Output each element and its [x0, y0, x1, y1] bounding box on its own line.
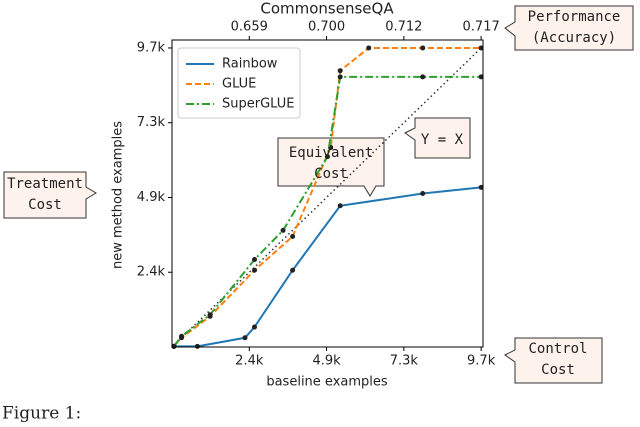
x-axis-label: baseline examples: [266, 375, 388, 390]
point: [252, 257, 258, 263]
point: [171, 343, 177, 349]
annotation: Control: [528, 341, 587, 357]
legend-label: GLUE: [222, 77, 256, 92]
point: [478, 184, 484, 190]
top-tick-label: 0.700: [308, 20, 345, 35]
annotation: Cost: [541, 362, 575, 378]
x-tick-label: 7.3k: [390, 354, 419, 369]
point: [207, 312, 213, 318]
caption: Figure 1:: [2, 404, 81, 424]
point: [325, 154, 330, 160]
y-tick-label: 2.4k: [137, 265, 166, 280]
point: [252, 324, 258, 330]
point: [478, 45, 484, 51]
top-tick-label: 0.712: [385, 20, 422, 35]
annotation: Cost: [314, 166, 348, 182]
series-line: [173, 186, 482, 348]
point: [194, 343, 200, 349]
x-tick-label: 9.7k: [467, 354, 496, 369]
plot-frame: [171, 39, 484, 348]
legend-box: [177, 47, 301, 119]
x-tick-label: 2.4k: [235, 354, 264, 369]
x-tick-label: 4.9k: [312, 354, 341, 369]
point: [337, 68, 343, 74]
point: [179, 333, 185, 339]
series-line: [173, 46, 482, 348]
point: [478, 74, 484, 80]
annotation: Treatment: [7, 176, 83, 192]
y-axis-label: new method examples: [111, 121, 126, 269]
point: [290, 233, 296, 239]
point: [337, 74, 343, 80]
y-tick-label: 4.9k: [137, 190, 166, 205]
point: [280, 227, 286, 233]
legend-label: SuperGLUE: [222, 97, 294, 112]
callout-box: [404, 117, 471, 159]
y-tick-label: 7.3k: [137, 115, 166, 130]
top-tick-label: 0.717: [463, 20, 500, 35]
point: [420, 74, 426, 80]
point: [242, 335, 248, 341]
annotation: (Accuracy): [532, 30, 616, 46]
annotation: Equivalent: [289, 145, 373, 161]
top-tick-label: 0.659: [231, 20, 268, 35]
annotation: Performance: [528, 9, 621, 25]
y-tick-label: 9.7k: [137, 40, 166, 55]
callout-box: [277, 137, 385, 197]
point: [420, 191, 426, 196]
legend-label: Rainbow: [222, 57, 278, 72]
callout-box: [504, 5, 634, 51]
point: [252, 267, 258, 273]
callout-box: [3, 171, 97, 219]
point: [290, 267, 296, 273]
top-axis-label: CommonsenseQA: [260, 0, 394, 18]
point: [366, 45, 372, 51]
callout-box: [504, 337, 603, 384]
point: [337, 203, 343, 209]
annotation: Y = X: [421, 132, 464, 148]
point: [420, 45, 426, 51]
annotation: Cost: [28, 197, 62, 213]
